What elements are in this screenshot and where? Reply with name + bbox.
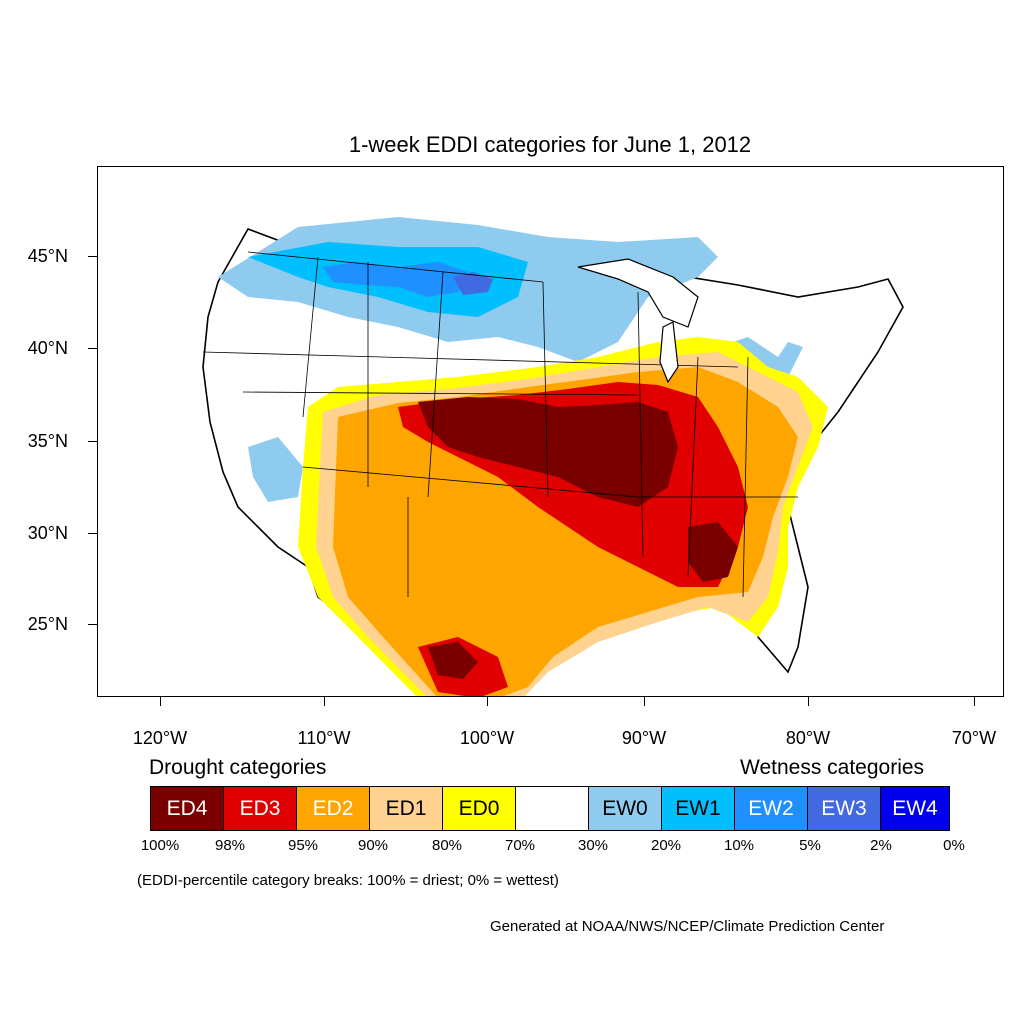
dry-ed4-mexico [428,642,478,679]
legend-cell-ed2: ED2 [296,786,370,831]
lon-label: 80°W [785,728,831,748]
legend-cell-ed1: ED1 [369,786,443,831]
map-panel [97,166,1004,697]
map-title: 1-week EDDI categories for June 1, 2012 [348,132,752,157]
lon-tick [808,697,809,706]
break-label: 98% [214,837,246,854]
credit-text: Generated at NOAA/NWS/NCEP/Climate Predi… [490,918,885,935]
lon-label: 90°W [621,728,667,748]
wet-ew0-west [248,437,303,502]
lon-tick [487,697,488,706]
legend-cell-ew0: EW0 [588,786,662,831]
dry-ed4-southeast [688,522,738,582]
lon-tick [644,697,645,706]
lat-tick [88,441,97,442]
legend-cell-ed0: ED0 [442,786,516,831]
lake-michigan [659,321,679,384]
lon-label: 100°W [459,728,515,748]
drought-heading: Drought categories [149,756,327,779]
lat-tick [88,348,97,349]
break-label: 20% [650,837,682,854]
lat-tick [88,533,97,534]
break-label: 0% [943,837,965,854]
break-label: 2% [870,837,892,854]
legend-cell-neutral [515,786,589,831]
legend-cell-ew2: EW2 [734,786,808,831]
lat-tick [88,256,97,257]
legend-cell-ed3: ED3 [223,786,297,831]
lat-label: 45°N [27,246,68,266]
legend-cell-ed4: ED4 [150,786,224,831]
lon-label: 110°W [297,728,351,748]
lat-label: 25°N [27,614,68,634]
wet-ew3-north [453,272,493,295]
lon-tick [160,697,161,706]
break-label: 5% [799,837,821,854]
lat-tick [88,624,97,625]
lat-label: 40°N [27,338,68,358]
lat-label: 35°N [27,431,68,451]
lon-tick [324,697,325,706]
legend-cell-ew1: EW1 [661,786,735,831]
legend-cell-ew4: EW4 [880,786,950,831]
break-label: 100% [140,837,180,854]
break-label: 95% [287,837,319,854]
break-label: 70% [504,837,536,854]
category-note: (EDDI-percentile category breaks: 100% =… [137,872,559,889]
eddi-map [202,217,904,696]
state-boundaries [202,251,798,598]
wetness-heading: Wetness categories [740,756,925,779]
great-lakes [577,258,699,328]
lon-tick [974,697,975,706]
break-label: 10% [723,837,755,854]
break-label: 30% [577,837,609,854]
break-label: 90% [357,837,389,854]
lon-label: 70°W [951,728,997,748]
legend-cell-ew3: EW3 [807,786,881,831]
break-label: 80% [431,837,463,854]
lat-label: 30°N [27,523,68,543]
dry-ed4 [418,397,678,507]
lon-label: 120°W [132,728,188,748]
